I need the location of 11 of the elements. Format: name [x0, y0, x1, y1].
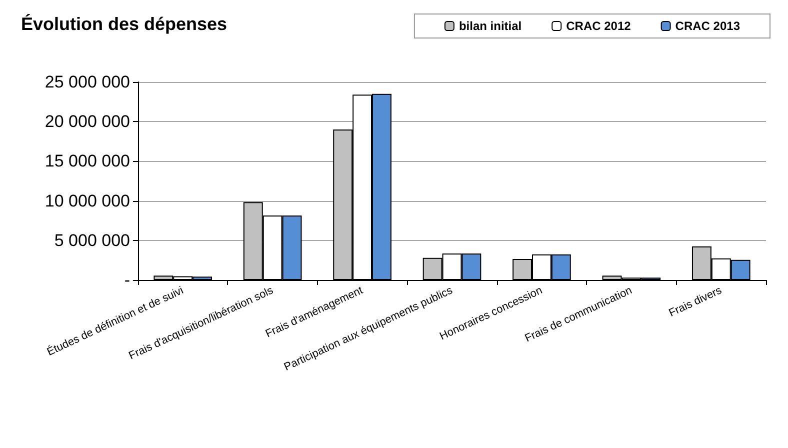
legend-label: bilan initial — [458, 19, 522, 33]
y-tick-label: 25 000 000 — [44, 72, 130, 92]
y-tick-label: - — [124, 270, 130, 290]
chart-title: Évolution des dépenses — [21, 14, 228, 34]
y-tick-label: 10 000 000 — [44, 191, 130, 210]
y-tick-label: 20 000 000 — [44, 112, 130, 132]
y-tick-label: 5 000 000 — [54, 230, 130, 250]
x-tick-label: Frais divers — [667, 284, 724, 320]
legend-label: CRAC 2013 — [675, 19, 740, 33]
y-tick-label: 15 000 000 — [44, 152, 130, 171]
legend-label: CRAC 2012 — [566, 19, 632, 33]
